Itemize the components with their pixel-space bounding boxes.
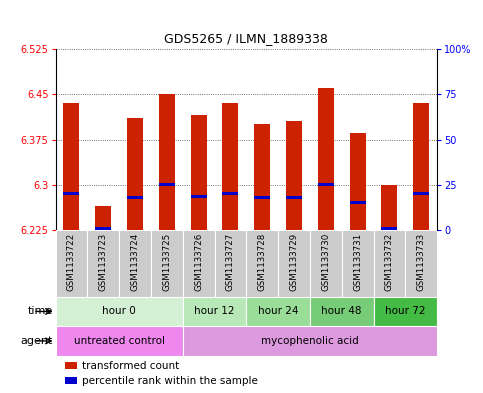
Bar [318,183,334,186]
Bar [183,297,246,326]
Bar [151,230,183,297]
Bar [342,230,373,297]
Text: GSM1133726: GSM1133726 [194,233,203,292]
Text: GSM1133730: GSM1133730 [321,233,330,292]
Text: agent: agent [21,336,53,346]
Text: GSM1133728: GSM1133728 [258,233,267,292]
Bar [286,121,302,230]
Bar [373,297,437,326]
Bar [254,196,270,200]
Bar [63,192,79,195]
Bar [159,183,175,186]
Bar [278,230,310,297]
Bar [382,185,398,230]
Bar [56,326,183,356]
Text: GDS5265 / ILMN_1889338: GDS5265 / ILMN_1889338 [164,32,328,45]
Bar [382,227,398,230]
Bar [87,230,119,297]
Bar [223,192,239,195]
Text: time: time [28,307,53,316]
Text: GSM1133723: GSM1133723 [99,233,108,292]
Bar [350,201,366,204]
Bar [95,227,111,230]
Text: transformed count: transformed count [82,361,179,371]
Bar [183,326,437,356]
Bar [310,230,342,297]
Bar [246,297,310,326]
Bar [191,195,207,198]
Bar [214,230,246,297]
Bar [413,103,429,230]
Text: hour 48: hour 48 [322,307,362,316]
Text: GSM1133733: GSM1133733 [417,233,426,292]
Text: GSM1133729: GSM1133729 [289,233,298,291]
Bar [183,230,214,297]
Bar [159,94,175,230]
Bar [127,196,143,200]
Text: GSM1133731: GSM1133731 [353,233,362,292]
Text: GSM1133725: GSM1133725 [162,233,171,292]
Bar [56,297,183,326]
Bar [286,196,302,200]
Bar [56,230,87,297]
Bar [405,230,437,297]
Bar [254,125,270,230]
Bar [350,134,366,230]
Bar [310,297,373,326]
Bar [127,118,143,230]
Bar [413,192,429,195]
Text: GSM1133727: GSM1133727 [226,233,235,292]
Bar [318,88,334,230]
Text: GSM1133722: GSM1133722 [67,233,76,292]
Bar [223,103,239,230]
Bar [191,116,207,230]
Bar [63,103,79,230]
Text: GSM1133724: GSM1133724 [130,233,140,292]
Text: hour 72: hour 72 [385,307,426,316]
Text: hour 12: hour 12 [194,307,235,316]
Text: GSM1133732: GSM1133732 [385,233,394,292]
Text: mycophenolic acid: mycophenolic acid [261,336,359,346]
Bar [373,230,405,297]
Text: hour 24: hour 24 [258,307,298,316]
Bar [119,230,151,297]
Text: hour 0: hour 0 [102,307,136,316]
Text: untreated control: untreated control [73,336,165,346]
Bar [95,206,111,230]
Text: percentile rank within the sample: percentile rank within the sample [82,376,258,386]
Bar [246,230,278,297]
